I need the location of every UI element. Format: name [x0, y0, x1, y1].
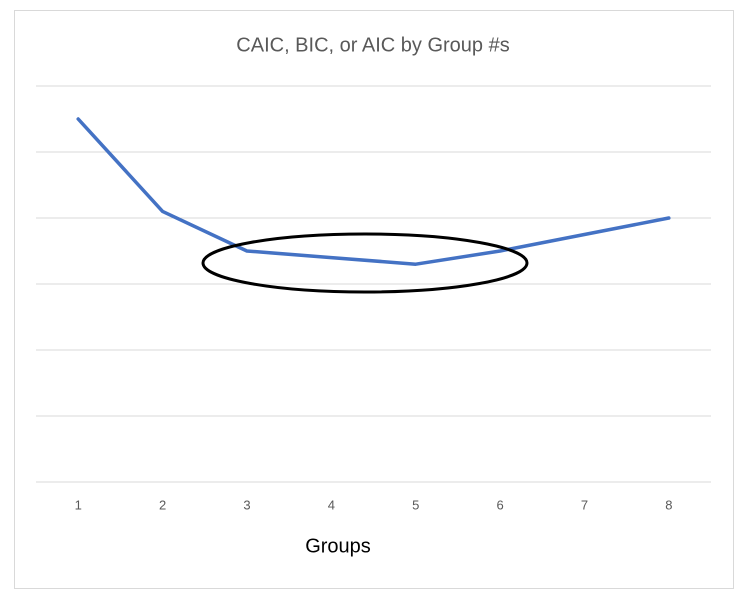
x-tick-label: 5 — [412, 497, 419, 512]
x-tick-label: 4 — [328, 497, 335, 512]
x-tick-label: 1 — [75, 497, 82, 512]
data-line — [76, 117, 671, 266]
x-tick-label: 8 — [665, 497, 672, 512]
grid — [36, 85, 711, 483]
plot: 1 2 3 4 5 6 7 8 — [75, 117, 672, 512]
highlight-ellipse — [201, 232, 529, 294]
x-tick-label: 3 — [243, 497, 250, 512]
chart-title: CAIC, BIC, or AIC by Group #s — [236, 34, 509, 56]
x-tick-label: 6 — [496, 497, 503, 512]
x-axis-label: Groups — [305, 535, 371, 557]
x-tick-label: 7 — [581, 497, 588, 512]
x-tick-label: 2 — [159, 497, 166, 512]
chart-border — [14, 10, 734, 589]
